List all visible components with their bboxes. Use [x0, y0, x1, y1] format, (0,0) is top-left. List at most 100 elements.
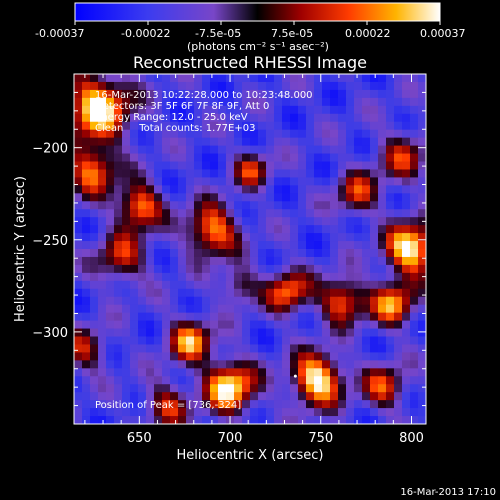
heatmap-cell	[386, 177, 395, 186]
heatmap-cell	[122, 89, 131, 99]
heatmap-cell	[330, 288, 339, 298]
heatmap-cell	[194, 225, 203, 234]
heatmap-cell	[338, 360, 347, 369]
heatmap-cell	[210, 272, 219, 282]
heatmap-cell	[250, 360, 259, 369]
heatmap-cell	[146, 320, 155, 329]
heatmap-cell	[266, 408, 275, 417]
heatmap-cell	[338, 89, 347, 99]
heatmap-cell	[122, 344, 131, 353]
heatmap-cell	[178, 233, 187, 242]
heatmap-cell	[306, 121, 315, 131]
heatmap-cell	[162, 304, 171, 314]
heatmap-cell	[162, 153, 171, 162]
heatmap-cell	[154, 312, 163, 321]
heatmap-cell	[410, 336, 419, 345]
heatmap-cell	[138, 121, 147, 131]
heatmap-cell	[162, 225, 171, 234]
heatmap-cell	[378, 280, 387, 290]
heatmap-cell	[330, 344, 339, 353]
heatmap-cell	[274, 185, 283, 194]
heatmap-cell	[178, 272, 187, 282]
heatmap-cell	[74, 153, 83, 162]
heatmap-cell	[354, 153, 363, 162]
heatmap-cell	[218, 233, 227, 242]
heatmap-cell	[170, 233, 179, 242]
heatmap-cell	[122, 113, 131, 123]
heatmap-cell	[266, 74, 275, 83]
heatmap-cell	[146, 312, 155, 321]
heatmap-cell	[394, 201, 403, 210]
heatmap-cell	[90, 97, 99, 107]
heatmap-cell	[354, 416, 363, 424]
heatmap-cell	[130, 408, 139, 417]
heatmap-cell	[170, 129, 179, 139]
heatmap-cell	[274, 89, 283, 99]
heatmap-cell	[106, 280, 115, 290]
heatmap-cell	[290, 185, 299, 194]
heatmap-cell	[418, 408, 426, 417]
heatmap-cell	[226, 81, 235, 91]
heatmap-cell	[378, 193, 387, 202]
heatmap-cell	[74, 400, 83, 409]
heatmap-cell	[306, 137, 315, 146]
heatmap-cell	[178, 336, 187, 345]
heatmap-cell	[274, 264, 283, 274]
heatmap-cell	[250, 97, 259, 107]
heatmap-cell	[186, 304, 195, 314]
heatmap-cell	[194, 74, 203, 83]
heatmap-cell	[210, 376, 219, 385]
heatmap-cell	[82, 209, 91, 218]
heatmap-cell	[218, 217, 227, 226]
heatmap-cell	[386, 217, 395, 226]
heatmap-cell	[314, 249, 323, 258]
heatmap-cell	[330, 193, 339, 202]
heatmap-cell	[258, 296, 267, 306]
heatmap-cell	[90, 360, 99, 369]
heatmap-cell	[330, 74, 339, 83]
heatmap-cell	[146, 209, 155, 218]
heatmap-cell	[178, 74, 187, 83]
heatmap-cell	[82, 97, 91, 107]
heatmap-cell	[98, 360, 107, 369]
heatmap-cell	[242, 336, 251, 345]
heatmap-cell	[74, 81, 83, 91]
heatmap-cell	[178, 177, 187, 186]
heatmap-cell	[74, 74, 83, 83]
heatmap-cell	[354, 296, 363, 306]
heatmap-cell	[274, 169, 283, 178]
heatmap-cell	[218, 328, 227, 337]
heatmap-cell	[82, 352, 91, 361]
heatmap-cell	[242, 384, 251, 393]
heatmap-cell	[210, 225, 219, 234]
heatmap-cell	[298, 256, 307, 266]
heatmap-cell	[330, 416, 339, 424]
heatmap-cell	[418, 177, 426, 186]
heatmap-cell	[378, 249, 387, 258]
heatmap-cell	[210, 97, 219, 107]
heatmap-cell	[306, 233, 315, 242]
heatmap-cell	[210, 400, 219, 409]
heatmap-cell	[106, 384, 115, 393]
heatmap-cell	[114, 81, 123, 91]
heatmap-cell	[322, 161, 331, 170]
heatmap-cell	[394, 233, 403, 242]
heatmap-cell	[330, 304, 339, 314]
heatmap-cell	[122, 129, 131, 139]
heatmap-cell	[290, 74, 299, 83]
heatmap-cell	[122, 384, 131, 393]
heatmap-cell	[298, 264, 307, 274]
heatmap-cell	[242, 105, 251, 115]
heatmap-cell	[362, 225, 371, 234]
heatmap-cell	[282, 201, 291, 210]
heatmap-cell	[162, 121, 171, 131]
heatmap-cell	[306, 113, 315, 123]
heatmap-cell	[386, 137, 395, 146]
heatmap-cell	[394, 89, 403, 99]
heatmap-cell	[346, 169, 355, 178]
heatmap-cell	[130, 376, 139, 385]
heatmap-cell	[162, 320, 171, 329]
heatmap-cell	[378, 161, 387, 170]
heatmap-cell	[290, 105, 299, 115]
heatmap-cell	[98, 241, 107, 250]
